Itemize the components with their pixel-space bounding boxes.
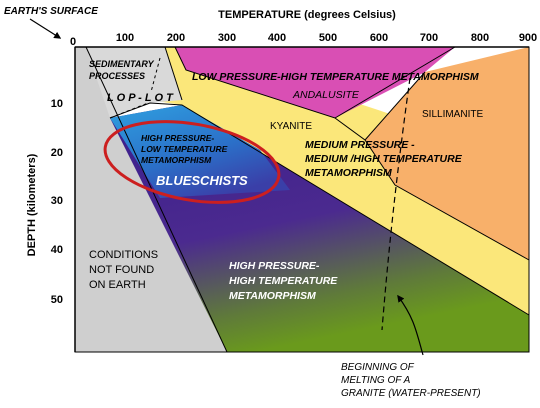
y-tick: 10 bbox=[51, 98, 63, 110]
x-tick: 200 bbox=[167, 32, 185, 44]
x-axis-ticks: 0 100 200 300 400 500 600 700 800 900 bbox=[70, 32, 537, 48]
x-tick: 700 bbox=[420, 32, 438, 44]
surface-label: EARTH'S SURFACE bbox=[4, 6, 98, 17]
label-hp-ht-3: METAMORPHISM bbox=[229, 290, 316, 302]
label-sillimanite: SILLIMANITE bbox=[422, 109, 483, 120]
melting-note-3: GRANITE (WATER-PRESENT) bbox=[341, 388, 481, 399]
region-blueschist bbox=[110, 105, 290, 198]
label-mp-1: MEDIUM PRESSURE - bbox=[305, 139, 415, 151]
label-mp-2: MEDIUM /HIGH TEMPERATURE bbox=[305, 153, 463, 165]
x-tick: 0 bbox=[70, 36, 76, 48]
label-lop-lot: L O P - L O T bbox=[107, 92, 174, 104]
boundary-blueschist-top bbox=[109, 102, 530, 316]
melting-arrow bbox=[397, 294, 424, 356]
label-not-found-3: ON EARTH bbox=[89, 279, 146, 291]
melting-note-2: MELTING OF A bbox=[341, 375, 411, 386]
label-not-found-2: NOT FOUND bbox=[89, 264, 154, 276]
boundary-low-pressure bbox=[174, 46, 456, 119]
x-tick: 800 bbox=[471, 32, 489, 44]
y-tick: 40 bbox=[51, 244, 63, 256]
x-tick: 300 bbox=[218, 32, 236, 44]
y-tick: 30 bbox=[51, 195, 63, 207]
y-axis-title: DEPTH (kilometers) bbox=[26, 153, 38, 256]
x-axis-title: TEMPERATURE (degrees Celsius) bbox=[218, 9, 396, 21]
x-tick: 400 bbox=[268, 32, 286, 44]
label-hp-lt-1: HIGH PRESSURE- bbox=[141, 133, 214, 143]
label-blueschists: BLUESCHISTS bbox=[156, 173, 248, 188]
boundary-andalusite bbox=[364, 71, 426, 141]
label-hp-ht-2: HIGH TEMPERATURE bbox=[229, 275, 338, 287]
dashed-sedimentary-lines bbox=[109, 57, 161, 119]
x-tick: 500 bbox=[319, 32, 337, 44]
surface-arrow bbox=[29, 18, 62, 39]
y-tick: 50 bbox=[51, 294, 63, 306]
y-tick: 20 bbox=[51, 147, 63, 159]
region-medium-pressure bbox=[150, 47, 529, 315]
label-hp-ht-1: HIGH PRESSURE- bbox=[229, 260, 320, 272]
label-not-found-1: CONDITIONS bbox=[89, 249, 158, 261]
label-kyanite: KYANITE bbox=[270, 121, 312, 132]
region-boundaries bbox=[85, 46, 530, 353]
melting-note-1: BEGINNING OF bbox=[341, 362, 415, 373]
x-tick: 900 bbox=[519, 32, 537, 44]
label-low-pressure: LOW PRESSURE-HIGH TEMPERATURE METAMORPHI… bbox=[192, 71, 479, 83]
x-tick: 600 bbox=[370, 32, 388, 44]
label-mp-3: METAMORPHISM bbox=[305, 167, 392, 179]
label-sedimentary-2: PROCESSES bbox=[89, 71, 145, 81]
y-axis-ticks: 10 20 30 40 50 bbox=[51, 98, 63, 306]
x-tick: 100 bbox=[116, 32, 134, 44]
label-hp-lt-3: METAMORPHISM bbox=[141, 155, 212, 165]
region-low-pressure bbox=[175, 47, 455, 118]
boundary-not-found bbox=[85, 46, 228, 353]
region-sillimanite bbox=[365, 47, 529, 260]
label-sedimentary-1: SEDIMENTARY bbox=[89, 59, 155, 69]
boundary-sillimanite bbox=[334, 117, 530, 261]
label-hp-lt-2: LOW TEMPERATURE bbox=[141, 144, 228, 154]
blueschist-highlight-ellipse bbox=[103, 120, 281, 204]
label-andalusite: ANDALUSITE bbox=[292, 89, 360, 101]
boundary-sedimentary bbox=[164, 46, 183, 101]
